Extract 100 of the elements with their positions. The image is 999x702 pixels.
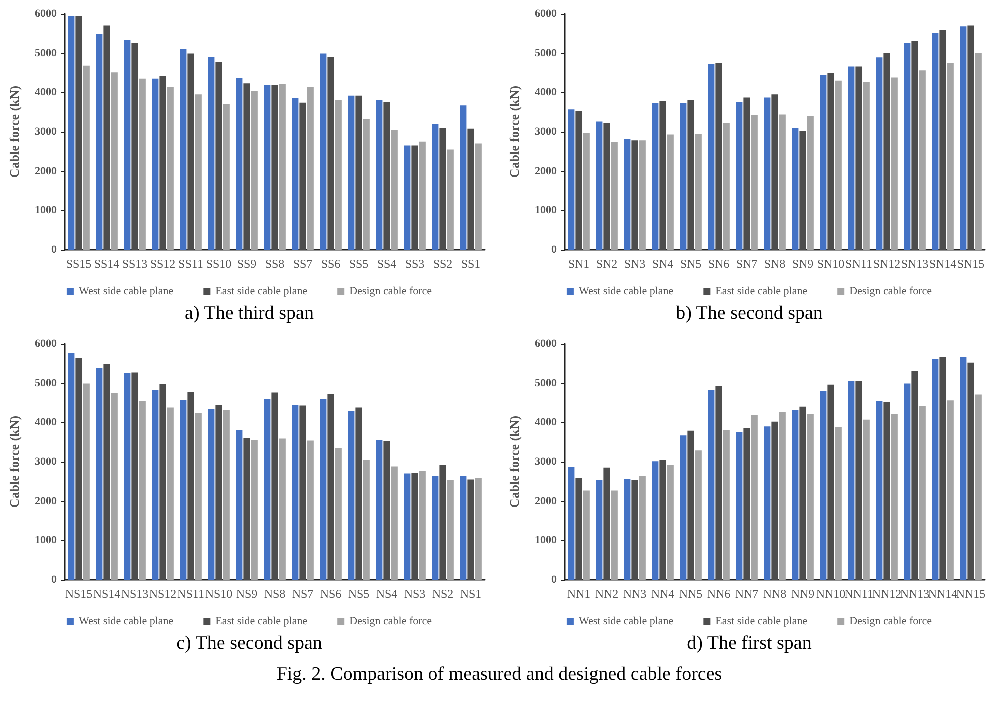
y-tick-label: 2000 (535, 495, 558, 508)
bar (348, 411, 355, 580)
bar (688, 430, 694, 580)
bar (876, 58, 883, 250)
x-tick-label: SS11 (178, 257, 204, 271)
bar (300, 102, 306, 250)
x-tick-label: SS10 (206, 257, 232, 271)
bar (412, 146, 418, 250)
bar (695, 134, 702, 250)
bar (611, 142, 618, 250)
bar (300, 406, 306, 580)
bar (604, 468, 610, 580)
bar (132, 43, 138, 250)
bar (223, 104, 230, 250)
x-tick-label: SS12 (150, 257, 176, 271)
y-tick-label: 3000 (535, 126, 558, 138)
x-tick-label: SN8 (764, 257, 786, 271)
bar (688, 100, 694, 250)
x-tick-label: SN13 (901, 257, 929, 271)
legend-label: Design cable force (850, 286, 932, 298)
bar (335, 448, 342, 580)
legend-label: Design cable force (350, 286, 432, 298)
x-tick-label: NS9 (236, 587, 258, 601)
bar (356, 96, 362, 250)
bar (583, 490, 590, 580)
x-tick-label: NN15 (956, 587, 986, 601)
legend-label: East side cable plane (716, 616, 808, 628)
x-tick-label: NN1 (567, 587, 591, 601)
x-tick-label: NN2 (595, 587, 619, 601)
bar (160, 384, 166, 580)
bar (820, 391, 827, 580)
bar (660, 101, 666, 250)
x-tick-label: SS1 (461, 257, 481, 271)
bar (716, 63, 722, 250)
bar (667, 465, 674, 580)
bar (932, 358, 939, 580)
bar (744, 428, 750, 580)
bar (76, 358, 82, 580)
bar (800, 406, 806, 580)
bar (320, 399, 327, 580)
x-tick-label: NN3 (623, 587, 647, 601)
bar (468, 480, 474, 580)
bar (800, 131, 806, 250)
bar (152, 78, 159, 250)
bar (568, 467, 575, 580)
x-tick-label: SN4 (652, 257, 674, 271)
bar (68, 353, 75, 580)
bar (223, 410, 230, 580)
bar (639, 476, 646, 580)
bar (124, 374, 131, 580)
bar (279, 438, 286, 580)
bar (940, 30, 946, 250)
x-tick-label: SS7 (293, 257, 313, 271)
bar (960, 357, 967, 580)
bar (404, 474, 411, 580)
bar (792, 128, 799, 250)
y-tick-label: 6000 (35, 338, 58, 350)
bar (132, 372, 138, 580)
y-tick-label: 2000 (35, 495, 58, 508)
bar (391, 130, 398, 250)
y-tick-label: 1000 (535, 204, 558, 217)
bar (363, 119, 370, 250)
bar (848, 66, 855, 250)
x-tick-label: NS11 (178, 587, 204, 601)
x-tick-label: SN11 (846, 257, 872, 271)
x-tick-label: NS2 (432, 587, 454, 601)
bar (124, 40, 131, 250)
bar (639, 140, 646, 250)
y-tick-label: 3000 (35, 456, 58, 468)
bar (384, 102, 390, 250)
bar (919, 406, 926, 580)
bar (751, 115, 758, 250)
legend-label: East side cable plane (716, 286, 808, 298)
y-tick-label: 6000 (35, 8, 58, 20)
bar (180, 400, 187, 580)
bar (751, 415, 758, 580)
y-tick-label: 1000 (35, 534, 58, 547)
bar (279, 84, 286, 250)
caption: Fig. 2. Comparison of measured and designed cable forces (276, 664, 724, 686)
bar (440, 128, 446, 250)
bar (919, 70, 926, 250)
bar (468, 128, 474, 250)
bar (195, 413, 202, 580)
bar (160, 76, 166, 250)
bar (111, 394, 118, 580)
bar (216, 62, 222, 250)
x-tick-label: SS3 (405, 257, 425, 271)
legend-label: Design cable force (350, 616, 432, 628)
bar (660, 460, 666, 580)
bar (632, 480, 638, 580)
bar (891, 78, 898, 250)
bar (307, 440, 314, 580)
x-tick-label: SN3 (624, 257, 646, 271)
bar (83, 66, 90, 250)
bar (208, 57, 215, 250)
x-tick-label: SN7 (736, 257, 758, 271)
legend-label: Design cable force (850, 616, 932, 628)
legend-label: West side cable plane (78, 286, 174, 298)
bar (764, 426, 771, 580)
bar (723, 122, 730, 250)
